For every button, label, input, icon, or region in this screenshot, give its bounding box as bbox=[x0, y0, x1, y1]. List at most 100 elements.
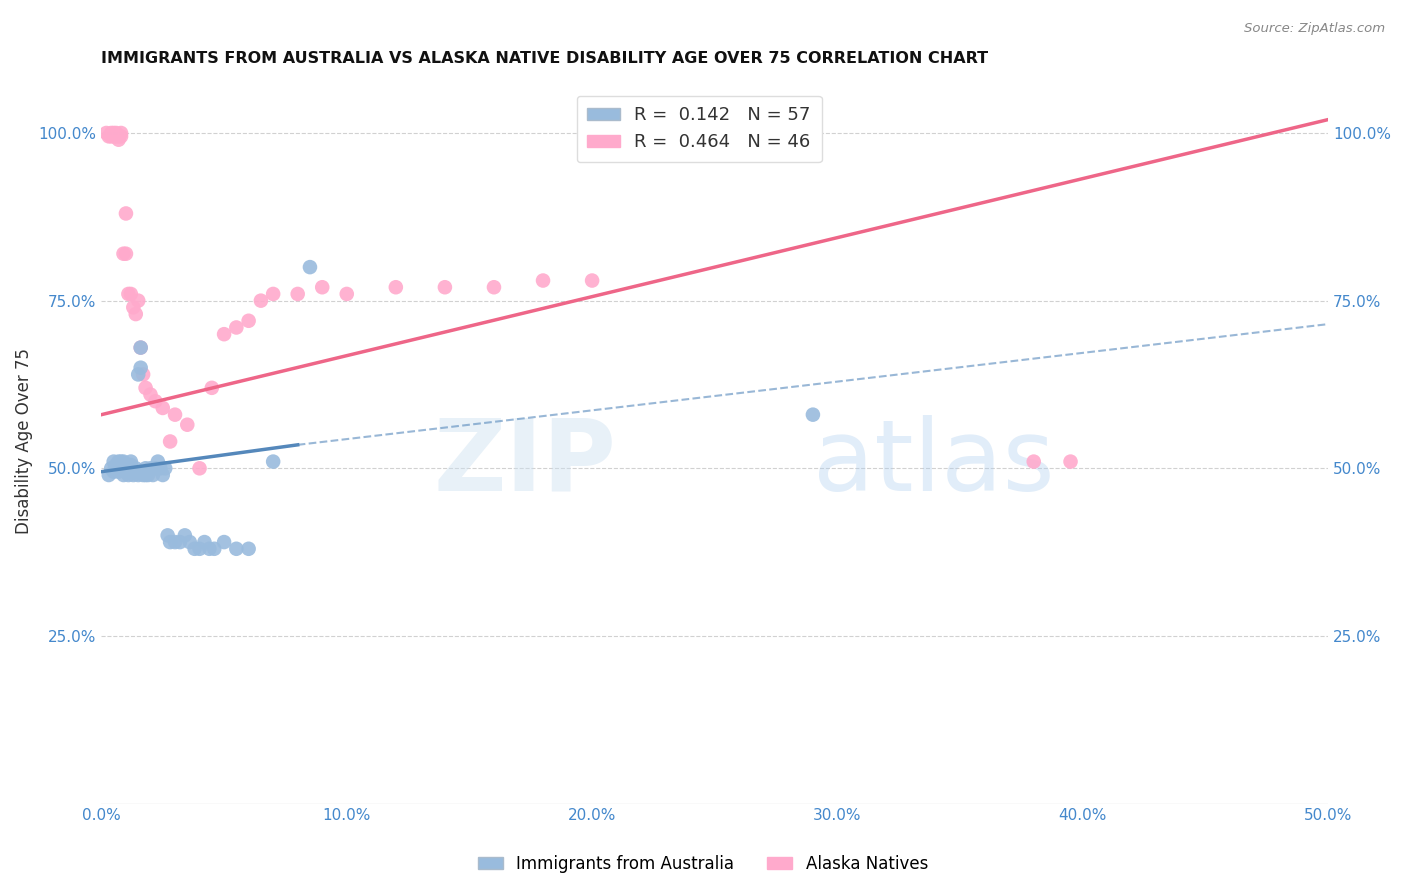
Point bbox=[135, 468, 157, 483]
Point bbox=[179, 535, 201, 549]
Point bbox=[262, 287, 284, 301]
Point bbox=[127, 368, 149, 382]
Point bbox=[156, 528, 179, 542]
Point bbox=[117, 461, 139, 475]
Point bbox=[100, 126, 122, 140]
Point bbox=[250, 293, 273, 308]
Point bbox=[117, 468, 139, 483]
Point bbox=[107, 133, 129, 147]
Point bbox=[125, 307, 148, 321]
Point bbox=[97, 468, 120, 483]
Point bbox=[176, 417, 198, 432]
Point bbox=[129, 360, 152, 375]
Point bbox=[238, 314, 260, 328]
Text: IMMIGRANTS FROM AUSTRALIA VS ALASKA NATIVE DISABILITY AGE OVER 75 CORRELATION CH: IMMIGRANTS FROM AUSTRALIA VS ALASKA NATI… bbox=[101, 51, 988, 66]
Point bbox=[115, 458, 138, 472]
Point bbox=[531, 273, 554, 287]
Point bbox=[122, 468, 145, 483]
Point bbox=[581, 273, 603, 287]
Point bbox=[132, 468, 155, 483]
Text: Source: ZipAtlas.com: Source: ZipAtlas.com bbox=[1244, 22, 1385, 36]
Point bbox=[103, 454, 125, 468]
Point bbox=[129, 341, 152, 355]
Point bbox=[202, 541, 225, 556]
Point bbox=[336, 287, 359, 301]
Text: atlas: atlas bbox=[813, 415, 1054, 512]
Text: ZIP: ZIP bbox=[434, 415, 617, 512]
Point bbox=[110, 458, 132, 472]
Point bbox=[96, 126, 118, 140]
Point bbox=[107, 454, 129, 468]
Point bbox=[100, 461, 122, 475]
Point bbox=[127, 293, 149, 308]
Point bbox=[482, 280, 505, 294]
Point bbox=[155, 461, 177, 475]
Point bbox=[188, 461, 211, 475]
Point bbox=[287, 287, 309, 301]
Point bbox=[298, 260, 321, 274]
Point bbox=[198, 541, 221, 556]
Point bbox=[163, 408, 186, 422]
Point bbox=[159, 535, 181, 549]
Point bbox=[145, 461, 167, 475]
Point bbox=[115, 206, 138, 220]
Point bbox=[105, 458, 128, 472]
Point bbox=[125, 461, 148, 475]
Point bbox=[110, 129, 132, 144]
Point bbox=[103, 129, 125, 144]
Point bbox=[129, 341, 152, 355]
Point bbox=[112, 246, 135, 260]
Point bbox=[159, 434, 181, 449]
Point bbox=[145, 394, 167, 409]
Point bbox=[107, 129, 129, 144]
Point bbox=[117, 287, 139, 301]
Point bbox=[212, 535, 235, 549]
Point bbox=[100, 129, 122, 144]
Point bbox=[107, 465, 129, 479]
Point bbox=[136, 468, 159, 483]
Point bbox=[146, 454, 169, 468]
Point bbox=[311, 280, 333, 294]
Point bbox=[169, 535, 191, 549]
Point bbox=[105, 129, 128, 144]
Point bbox=[112, 461, 135, 475]
Point bbox=[120, 287, 142, 301]
Point bbox=[112, 468, 135, 483]
Point bbox=[188, 541, 211, 556]
Point bbox=[103, 126, 125, 140]
Point bbox=[163, 535, 186, 549]
Point bbox=[103, 465, 125, 479]
Point bbox=[142, 468, 165, 483]
Point bbox=[238, 541, 260, 556]
Y-axis label: Disability Age Over 75: Disability Age Over 75 bbox=[15, 349, 32, 534]
Point bbox=[105, 126, 128, 140]
Point bbox=[149, 461, 172, 475]
Point bbox=[107, 458, 129, 472]
Point bbox=[110, 454, 132, 468]
Point bbox=[433, 280, 456, 294]
Point bbox=[1022, 454, 1045, 468]
Point bbox=[132, 368, 155, 382]
Point bbox=[193, 535, 215, 549]
Point bbox=[801, 408, 824, 422]
Point bbox=[122, 301, 145, 315]
Legend: R =  0.142   N = 57, R =  0.464   N = 46: R = 0.142 N = 57, R = 0.464 N = 46 bbox=[576, 95, 821, 162]
Point bbox=[201, 381, 224, 395]
Point bbox=[183, 541, 205, 556]
Point bbox=[139, 387, 162, 401]
Point bbox=[152, 401, 174, 415]
Point bbox=[225, 320, 247, 334]
Point bbox=[97, 129, 120, 144]
Point bbox=[152, 468, 174, 483]
Point bbox=[1059, 454, 1081, 468]
Point bbox=[139, 461, 162, 475]
Point bbox=[115, 461, 138, 475]
Point bbox=[225, 541, 247, 556]
Point bbox=[385, 280, 408, 294]
Point bbox=[135, 461, 157, 475]
Point bbox=[120, 458, 142, 472]
Point bbox=[110, 461, 132, 475]
Legend: Immigrants from Australia, Alaska Natives: Immigrants from Australia, Alaska Native… bbox=[471, 848, 935, 880]
Point bbox=[110, 126, 132, 140]
Point bbox=[115, 465, 138, 479]
